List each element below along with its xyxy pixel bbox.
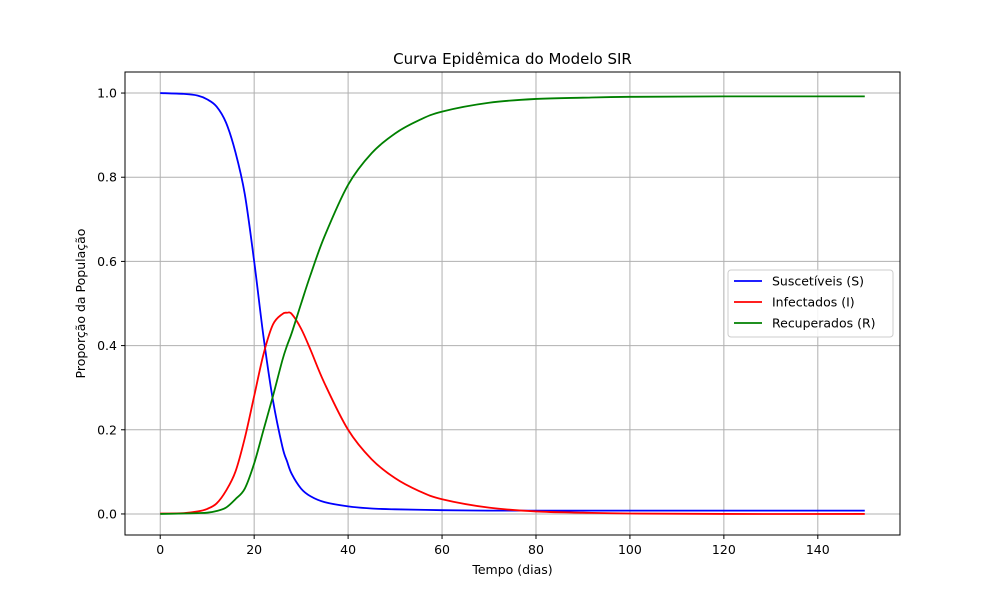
series-line	[160, 311, 865, 515]
legend-label: Recuperados (R)	[772, 316, 876, 331]
x-tick-label: 80	[528, 542, 544, 557]
x-tick-label: 20	[246, 542, 262, 557]
x-axis-title: Tempo (dias)	[471, 562, 552, 577]
y-tick-label: 0.0	[97, 506, 117, 521]
y-axis: 0.0 0.2 0.4 0.6 0.8 1.0	[97, 86, 125, 521]
series-layer	[160, 92, 865, 515]
y-axis-title: Proporção da População	[73, 229, 88, 379]
y-tick-label: 1.0	[97, 86, 117, 101]
legend-box	[727, 269, 894, 338]
y-tick-label: 0.4	[97, 338, 117, 353]
x-tick-label: 120	[712, 542, 736, 557]
legend-label: Suscetíveis (S)	[772, 274, 864, 289]
y-tick-label: 0.2	[97, 422, 117, 437]
plot-area: 0 20 40 60 80 100 120 140 0.0 0.2 0.4 0.6 0.8 1.0	[97, 71, 901, 557]
x-axis: 0 20 40 60 80 100 120 140	[156, 535, 830, 557]
series-line	[160, 95, 865, 515]
legend-label: Infectados (I)	[772, 295, 855, 310]
y-tick-label: 0.8	[97, 170, 117, 185]
x-tick-label: 140	[806, 542, 830, 557]
x-tick-label: 100	[618, 542, 642, 557]
grid	[125, 72, 900, 535]
legend: Suscetíveis (S) Infectados (I) Recuperados…	[727, 269, 894, 338]
x-tick-label: 40	[340, 542, 356, 557]
y-tick-label: 0.6	[97, 254, 117, 269]
x-tick-label: 60	[434, 542, 450, 557]
plot-frame	[124, 71, 901, 536]
chart-title: Curva Epidêmica do Modelo SIR	[393, 50, 632, 68]
x-tick-label: 0	[156, 542, 164, 557]
